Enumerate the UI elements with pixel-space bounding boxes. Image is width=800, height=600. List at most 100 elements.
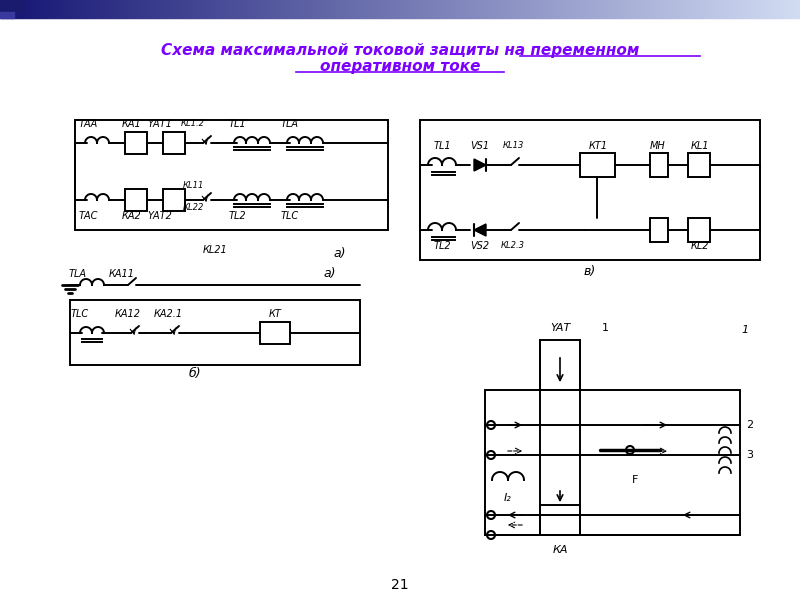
Bar [599,0,600,18]
Bar [419,0,420,18]
Bar [235,0,236,18]
Bar [575,0,576,18]
Bar [324,0,325,18]
Bar [130,0,131,18]
Bar [729,0,730,18]
Bar [548,0,549,18]
Bar [467,0,468,18]
Bar [766,0,767,18]
Bar [759,0,760,18]
Bar [40,0,41,18]
Bar [568,0,569,18]
Bar [343,0,344,18]
Bar [25,0,26,18]
Bar [398,0,399,18]
Text: ТLА: ТLА [281,119,299,129]
Bar [158,0,159,18]
Bar [630,0,631,18]
Bar [555,0,556,18]
Bar [632,0,633,18]
Bar [498,0,499,18]
Bar [695,0,696,18]
Bar [791,0,792,18]
Text: 3: 3 [746,450,754,460]
Bar [433,0,434,18]
Bar [33,0,34,18]
Text: в): в) [584,265,596,278]
Bar [545,0,546,18]
Bar [505,0,506,18]
Bar [183,0,184,18]
Text: 2: 2 [746,420,754,430]
Bar [400,0,401,18]
Bar [122,0,123,18]
Text: а): а) [334,247,346,259]
Text: 21: 21 [391,578,409,592]
Bar [262,0,263,18]
Bar [113,0,114,18]
Bar [339,0,340,18]
Bar [722,0,723,18]
Bar [342,0,343,18]
Bar [243,0,244,18]
Bar [153,0,154,18]
Bar [297,0,298,18]
Bar [211,0,212,18]
Bar [712,0,713,18]
Bar [302,0,303,18]
Bar [38,0,39,18]
Bar [481,0,482,18]
Bar [517,0,518,18]
Bar [437,0,438,18]
Bar [391,0,392,18]
Bar [616,0,617,18]
Bar [115,0,116,18]
Bar [735,0,736,18]
Bar [167,0,168,18]
Bar [706,0,707,18]
Bar [60,0,61,18]
Bar [239,0,240,18]
Bar [163,132,185,154]
Text: КL21: КL21 [202,245,227,255]
Bar [70,0,71,18]
Bar [576,0,577,18]
Bar [745,0,746,18]
Bar [559,0,560,18]
Bar [443,0,444,18]
Bar [508,0,509,18]
Bar [219,0,220,18]
Bar [765,0,766,18]
Bar [767,0,768,18]
Bar [543,0,544,18]
Bar [625,0,626,18]
Bar [251,0,252,18]
Bar [237,0,238,18]
Bar [462,0,463,18]
Bar [598,0,599,18]
Bar [518,0,519,18]
Bar [266,0,267,18]
Bar [224,0,225,18]
Bar [636,0,637,18]
Bar [2,0,3,18]
Bar [621,0,622,18]
Bar [260,322,290,344]
Bar [732,0,733,18]
Bar [134,0,135,18]
Bar [337,0,338,18]
Bar [779,0,780,18]
Bar [99,0,100,18]
Bar [348,0,349,18]
Bar [174,0,175,18]
Bar [362,0,363,18]
Bar [346,0,347,18]
Bar [539,0,540,18]
Bar [87,0,88,18]
Bar [566,0,567,18]
Bar [269,0,270,18]
Bar [171,0,172,18]
Bar [416,0,417,18]
Bar [629,0,630,18]
Bar [588,0,589,18]
